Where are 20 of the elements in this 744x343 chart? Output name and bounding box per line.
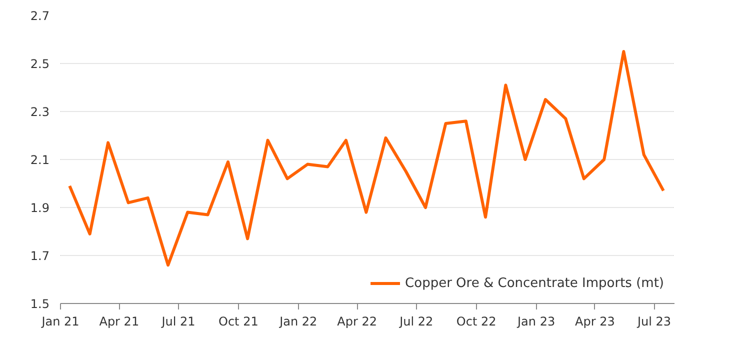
y-tick-label: 1.7 bbox=[30, 249, 50, 263]
y-tick-label: 2.3 bbox=[30, 105, 50, 119]
x-tick-label: Jul 23 bbox=[636, 314, 672, 328]
x-tick-label: Jul 22 bbox=[398, 314, 434, 328]
legend-label: Copper Ore & Concentrate Imports (mt) bbox=[405, 276, 664, 290]
x-tick-label: Apr 22 bbox=[337, 314, 377, 328]
y-tick-label: 1.9 bbox=[30, 201, 50, 215]
x-tick-label: Apr 21 bbox=[99, 314, 140, 328]
y-tick-label: 2.1 bbox=[30, 153, 50, 167]
x-tick-label: Apr 23 bbox=[575, 314, 615, 328]
x-tick-label: Jan 23 bbox=[516, 314, 556, 328]
line-series bbox=[68, 50, 665, 267]
x-tick-label: Oct 22 bbox=[456, 314, 496, 328]
y-tick-label: 2.5 bbox=[30, 57, 50, 71]
x-tick-label: Oct 21 bbox=[218, 314, 258, 328]
x-tick-label: Jul 21 bbox=[160, 314, 196, 328]
x-tick-label: Jan 22 bbox=[278, 314, 318, 328]
y-tick-label: 2.7 bbox=[30, 9, 50, 23]
x-tick-label: Jan 21 bbox=[40, 314, 80, 328]
y-tick-label: 1.5 bbox=[30, 297, 50, 311]
